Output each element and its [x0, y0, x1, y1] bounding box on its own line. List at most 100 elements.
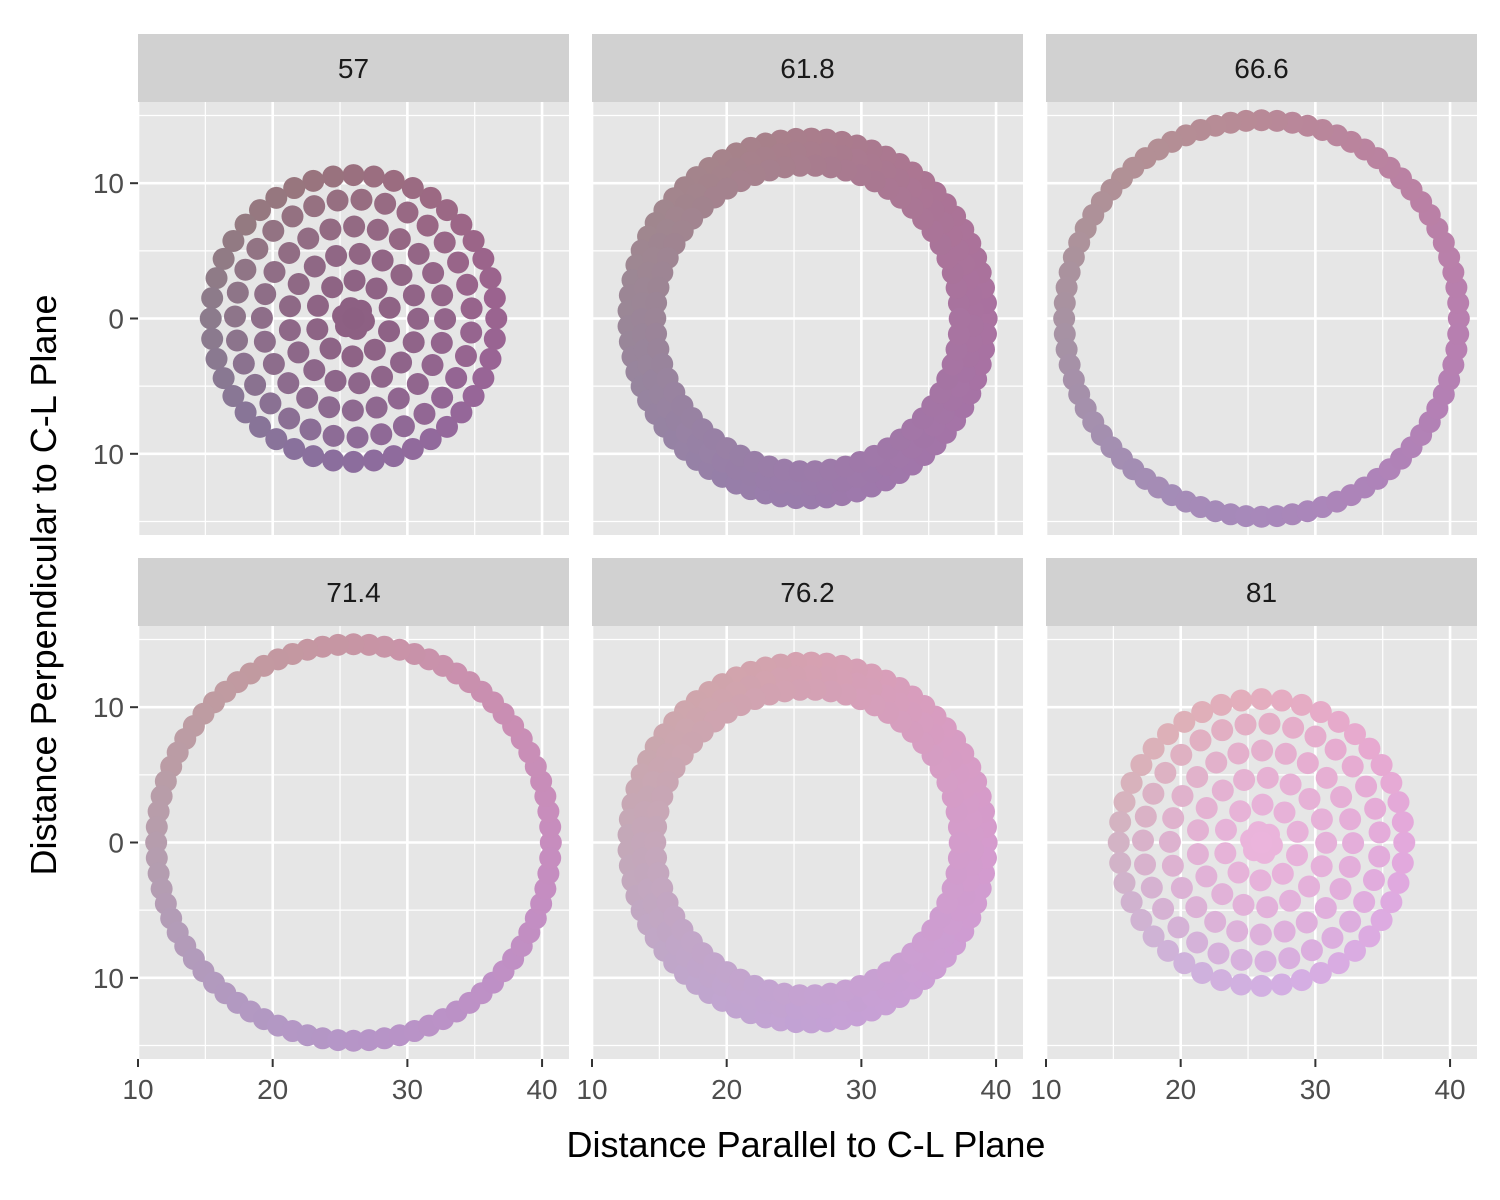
data-point	[1329, 878, 1352, 901]
data-point	[431, 284, 454, 307]
data-point	[262, 352, 285, 375]
data-point	[302, 169, 325, 192]
data-point	[472, 367, 495, 390]
x-tick-label: 20	[1165, 1074, 1196, 1105]
data-point	[253, 330, 276, 353]
data-point	[1211, 779, 1234, 802]
data-point	[1290, 969, 1313, 992]
facet-strip	[138, 558, 569, 626]
data-point	[1113, 791, 1136, 814]
data-point	[212, 367, 235, 390]
data-point	[306, 294, 329, 317]
x-tick-label: 40	[1434, 1074, 1465, 1105]
data-point	[325, 244, 348, 267]
data-point	[1315, 766, 1338, 789]
data-point	[283, 177, 306, 200]
data-point	[1234, 713, 1257, 736]
data-point	[1107, 831, 1130, 854]
data-point	[342, 633, 365, 656]
data-point	[1309, 701, 1332, 724]
data-point	[265, 186, 288, 209]
data-point	[1186, 843, 1209, 866]
data-point	[1370, 909, 1393, 932]
data-point	[287, 273, 310, 296]
data-point	[947, 323, 970, 346]
data-point	[1321, 926, 1344, 949]
data-point	[234, 401, 257, 424]
data-point	[303, 255, 326, 278]
data-point	[246, 237, 269, 260]
data-point	[1161, 854, 1184, 877]
data-point	[421, 354, 444, 377]
data-point	[1355, 775, 1378, 798]
y-tick-label: 0	[108, 828, 124, 859]
data-point	[1170, 743, 1193, 766]
data-point	[1134, 853, 1157, 876]
data-point	[1370, 753, 1393, 776]
data-point	[1314, 897, 1337, 920]
data-point	[1256, 766, 1279, 789]
y-tick-label: 10	[93, 692, 124, 723]
data-point	[249, 415, 272, 438]
data-point	[1120, 891, 1143, 914]
data-point	[1173, 952, 1196, 975]
data-point	[1339, 808, 1362, 831]
data-point	[306, 318, 329, 341]
data-point	[1131, 829, 1154, 852]
data-point	[1195, 797, 1218, 820]
data-point	[1279, 889, 1302, 912]
data-point	[450, 401, 473, 424]
data-point	[343, 269, 366, 292]
data-point	[1211, 719, 1234, 742]
data-point	[1207, 942, 1230, 965]
data-point	[644, 831, 667, 854]
data-point	[1265, 109, 1288, 132]
data-point	[1315, 831, 1338, 854]
data-point	[390, 351, 413, 374]
data-point	[279, 295, 302, 318]
data-point	[1298, 787, 1321, 810]
data-point	[342, 307, 365, 330]
data-point	[348, 372, 371, 395]
data-point	[362, 165, 385, 188]
data-point	[460, 321, 483, 344]
data-point	[327, 1029, 350, 1052]
data-point	[1324, 738, 1347, 761]
data-point	[804, 154, 827, 177]
data-point	[265, 428, 288, 451]
facet-strip-label: 57	[338, 53, 369, 84]
data-point	[1391, 851, 1414, 874]
data-point	[387, 387, 410, 410]
facet-panel-5: 76.2 10 20 30 40	[576, 558, 1023, 1105]
data-point	[1368, 821, 1391, 844]
data-point	[1447, 323, 1470, 346]
y-tick-label: 10	[93, 168, 124, 199]
data-point	[1286, 820, 1309, 843]
data-point	[319, 337, 342, 360]
y-tick-label: 0	[108, 304, 124, 335]
data-point	[1154, 761, 1177, 784]
data-point	[445, 367, 468, 390]
data-point	[371, 249, 394, 272]
scatter-points	[1053, 109, 1470, 528]
data-point	[539, 831, 562, 854]
data-point	[262, 219, 285, 242]
data-point	[1214, 818, 1237, 841]
data-point	[234, 213, 257, 236]
data-point	[539, 847, 562, 870]
data-point	[378, 320, 401, 343]
data-point	[1309, 961, 1332, 984]
x-tick-label: 20	[257, 1074, 288, 1105]
data-point	[1157, 939, 1180, 962]
data-point	[390, 263, 413, 286]
data-point	[341, 345, 364, 368]
x-tick-label: 30	[846, 1074, 877, 1105]
data-point	[348, 242, 371, 265]
data-point	[1142, 737, 1165, 760]
data-point	[1342, 832, 1365, 855]
data-point	[365, 277, 388, 300]
data-point	[1211, 883, 1234, 906]
facet-strip-label: 66.6	[1234, 53, 1289, 84]
data-point	[1157, 723, 1180, 746]
